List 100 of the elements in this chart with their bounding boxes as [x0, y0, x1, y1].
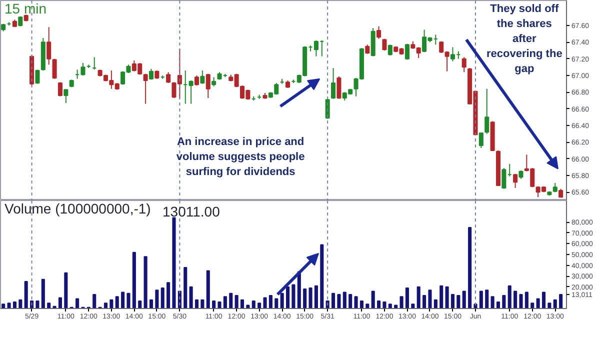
bar	[172, 217, 176, 308]
bar	[286, 286, 290, 308]
bar	[445, 286, 449, 308]
bar	[536, 298, 540, 308]
candlestick	[188, 80, 194, 104]
bar	[559, 294, 563, 308]
bar	[366, 304, 370, 308]
bar	[490, 296, 494, 308]
bar	[440, 285, 444, 308]
annotation: 13011.00	[162, 204, 220, 220]
bar	[155, 290, 159, 308]
bar	[126, 292, 130, 308]
bar	[206, 270, 210, 308]
candlestick	[484, 88, 490, 134]
bar	[342, 292, 346, 308]
bar	[553, 299, 557, 308]
candlestick	[35, 69, 40, 84]
bar	[41, 278, 45, 308]
bar	[354, 296, 358, 308]
bar	[479, 290, 483, 308]
bar	[320, 244, 324, 308]
candlestick	[212, 76, 216, 87]
candlestick	[336, 76, 342, 100]
chart-title: Volume (100000000,-1)	[4, 200, 151, 216]
bar	[149, 299, 154, 308]
bar	[24, 281, 28, 308]
bar	[348, 294, 352, 308]
bar	[121, 292, 125, 308]
bar	[223, 296, 227, 308]
bar	[462, 290, 466, 308]
bar	[388, 304, 392, 308]
bar	[258, 302, 262, 308]
bar	[514, 290, 518, 308]
bar	[308, 287, 312, 308]
bar	[422, 295, 426, 308]
candlestick	[52, 58, 57, 80]
bar	[189, 286, 193, 308]
bar	[58, 297, 62, 308]
candlestick	[388, 44, 392, 56]
bar	[337, 294, 341, 308]
bar	[508, 285, 512, 308]
bar	[229, 292, 233, 308]
bar	[115, 296, 119, 308]
candlestick	[143, 73, 148, 104]
bar	[456, 295, 460, 308]
bar	[104, 302, 108, 308]
bar	[212, 300, 216, 308]
annotation: They sold off the shares after recovering the gap	[486, 3, 562, 75]
candlestick	[206, 73, 210, 98]
bar	[292, 284, 296, 308]
candlestick	[502, 168, 506, 190]
bar	[92, 294, 96, 308]
candlestick	[376, 26, 382, 40]
bar	[400, 296, 404, 308]
bar	[314, 285, 318, 308]
bar	[274, 298, 278, 308]
bar	[485, 290, 489, 308]
candlestick	[365, 44, 370, 54]
candlestick	[331, 68, 336, 100]
bar	[7, 302, 11, 308]
candlestick	[58, 82, 62, 97]
bar	[548, 302, 552, 308]
bar	[144, 256, 148, 308]
bar	[377, 300, 381, 308]
bar	[36, 300, 40, 308]
bar	[530, 302, 534, 308]
bar	[166, 282, 170, 308]
bar	[542, 292, 546, 308]
bar	[524, 292, 528, 308]
bar	[234, 295, 238, 308]
chart-title: 15 min	[4, 0, 47, 16]
bar	[110, 299, 114, 308]
bar	[263, 297, 267, 308]
bar	[331, 292, 336, 308]
bar	[200, 299, 204, 308]
annotation: An increase in price and volume suggests people surfing for dividends	[176, 136, 305, 178]
bar	[184, 266, 188, 308]
bar	[2, 304, 6, 308]
bar	[268, 295, 272, 308]
candlestick	[194, 75, 200, 86]
bar	[428, 290, 432, 308]
bar	[160, 287, 164, 308]
bar	[468, 227, 472, 308]
bar	[303, 288, 307, 308]
candlestick	[478, 132, 484, 148]
bar	[405, 287, 410, 308]
candlestick	[462, 56, 466, 73]
bar	[240, 299, 244, 308]
bar	[519, 294, 523, 308]
candlestick	[200, 70, 205, 84]
bar	[360, 300, 364, 308]
bar	[502, 295, 506, 308]
bar	[434, 299, 438, 308]
candlestick	[46, 26, 52, 66]
bar	[252, 300, 256, 308]
bar	[132, 252, 136, 308]
bar	[371, 290, 375, 308]
bar	[138, 300, 142, 308]
candlestick	[513, 173, 518, 188]
bar	[496, 302, 500, 308]
